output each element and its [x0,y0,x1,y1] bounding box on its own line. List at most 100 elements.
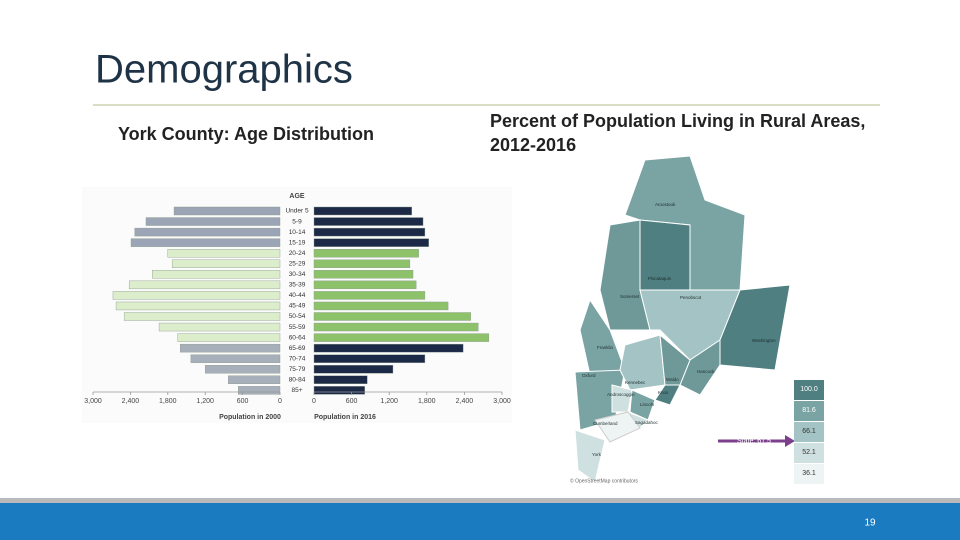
county-label: Piscataquis [648,276,672,281]
category-label: 5-9 [292,218,302,225]
bar [158,322,281,332]
county-label: Kennebec [625,380,646,385]
bar [313,280,417,290]
legend-swatch [794,443,824,463]
legend-swatch [794,464,824,484]
state-arrow-head [785,435,795,447]
bar [134,227,281,237]
slide-title: Demographics [95,48,353,92]
x-tick-label: 0 [278,398,282,405]
bar [145,217,281,226]
bar [173,206,281,216]
bar [128,280,281,290]
county-shape [594,411,641,443]
x-tick-label: 2,400 [456,398,474,405]
x-tick-label: 3,000 [84,398,102,405]
county-shape [639,219,691,296]
x-tick-label: 600 [346,398,358,405]
county-label: Oxford [582,373,596,378]
category-label: 20-24 [289,250,306,257]
category-label: 25-29 [289,260,306,267]
state-label: State: 61.5 [737,438,771,445]
category-label: 45-49 [289,303,306,310]
county-shape [611,384,633,413]
county-label: Penobscot [680,295,702,300]
legend-label: 100.0 [800,386,818,393]
right-heading: 2012-2016 [490,135,576,155]
legend-label: 36.1 [802,470,816,477]
legend-swatch [794,422,824,442]
category-label: 80-84 [289,377,306,384]
category-label: 85+ [291,387,302,394]
bar [313,386,365,395]
map [574,155,791,483]
county-label: Washington [752,338,776,343]
bar [313,227,426,237]
bar [167,248,281,258]
category-label: 55-59 [289,324,306,331]
category-label: 65-69 [289,345,306,352]
category-label: 15-19 [289,239,306,246]
bar [313,333,490,342]
x-tick-label: 1,800 [159,398,177,405]
bar [152,270,281,279]
category-title: AGE [289,193,305,200]
county-shape [654,384,681,406]
county-shape [719,284,791,371]
category-label: 35-39 [289,282,306,289]
category-label: 10-14 [289,229,306,236]
county-label: Cumberland [593,421,618,426]
bar [313,354,426,363]
x-tick-label: 3,000 [493,398,511,405]
bar [313,270,414,279]
legend-label: 81.6 [802,407,816,414]
bar [180,343,281,353]
bar [228,375,281,384]
bar [313,206,412,216]
county-label: Androscoggin [607,392,635,397]
left-heading: York County: Age Distribution [118,124,374,144]
x-tick-label: 1,200 [380,398,398,405]
bar [313,217,424,226]
category-label: 75-79 [289,366,306,373]
county-shape [574,429,606,483]
legend-swatch [794,380,824,400]
bar [238,386,281,395]
legend-label: 66.1 [802,428,816,435]
legend-swatch [794,401,824,421]
bar [313,238,429,247]
right-heading: Percent of Population Living in Rural Ar… [490,111,865,131]
county-shape [619,334,666,391]
map-attribution: © OpenStreetMap contributors [570,477,638,484]
x-tick-label: 2,400 [122,398,140,405]
category-label: 30-34 [289,271,306,278]
category-label: 40-44 [289,292,306,299]
bar [112,291,281,300]
bar [115,301,281,311]
footer-band [0,503,960,540]
county-label: Sagadahoc [635,420,659,425]
county-label: Knox [658,390,669,395]
bar [313,291,426,300]
legend-label: 52.1 [802,449,816,456]
x-tick-label: 1,200 [196,398,214,405]
county-label: Lincoln [640,402,655,407]
x-tick-label: 0 [312,398,316,405]
county-label: Somerset [620,294,640,299]
county-label: Waldo [666,377,679,382]
bar [177,333,281,342]
category-label: Under 5 [285,208,309,215]
bar [313,312,471,321]
bar [313,343,464,353]
county-label: Hancock [697,369,715,374]
category-label: 50-54 [289,313,306,320]
axis-title: Population in 2016 [314,414,376,421]
county-label: Franklin [597,345,614,350]
bar [313,375,368,384]
bar [313,365,394,374]
bar [313,259,411,268]
x-tick-label: 1,800 [418,398,436,405]
county-label: Aroostook [655,202,676,207]
